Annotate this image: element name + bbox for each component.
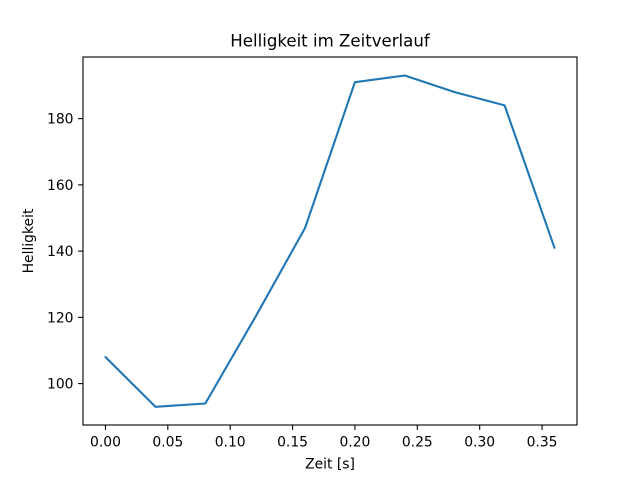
axes-layer: 0.00 0.05 0.10 0.15 0.20 0.25 0.30 0.35 100 120 14… <box>47 56 578 451</box>
y-tick-label: 120 <box>47 310 74 326</box>
y-tick-label: 100 <box>47 377 74 393</box>
chart-title: Helligkeit im Zeitverlauf <box>230 32 431 51</box>
x-tick-label: 0.00 <box>90 435 121 451</box>
x-tick-label: 0.15 <box>277 435 308 451</box>
x-axis-label: Zeit [s] <box>305 457 355 473</box>
x-tick-label: 0.30 <box>464 435 495 451</box>
y-axis-label: Helligkeit <box>21 208 37 273</box>
y-tick-label: 160 <box>47 178 74 194</box>
plot-border <box>82 56 578 426</box>
x-tick-label: 0.20 <box>339 435 370 451</box>
y-tick-label: 180 <box>47 112 74 128</box>
x-tick-label: 0.10 <box>215 435 246 451</box>
x-tick-label: 0.05 <box>152 435 183 451</box>
data-line <box>104 74 556 408</box>
y-tick-label: 140 <box>47 244 74 260</box>
x-tick-label: 0.25 <box>402 435 433 451</box>
x-tick-label: 0.35 <box>527 435 558 451</box>
